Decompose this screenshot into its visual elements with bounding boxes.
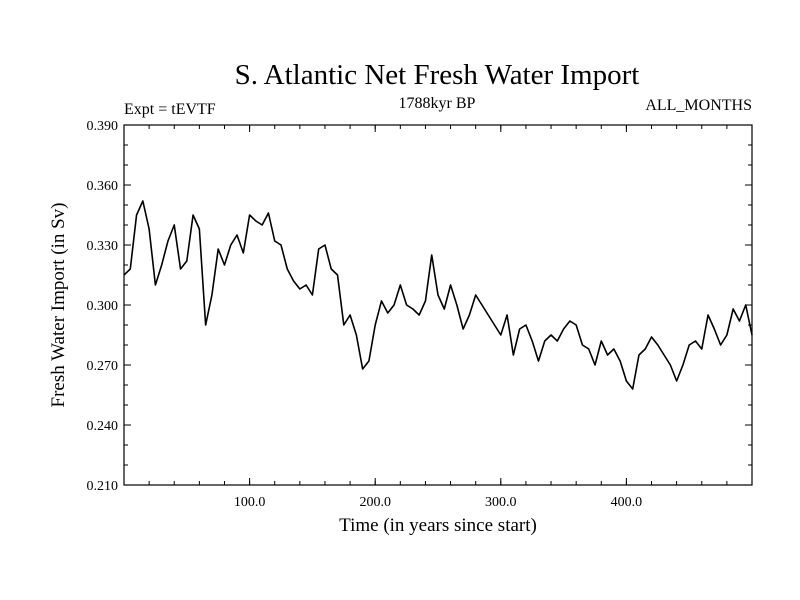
y-tick-label: 0.270	[87, 359, 119, 374]
plot-frame	[123, 124, 753, 486]
x-tick-label: 100.0	[234, 495, 266, 510]
months-label: ALL_MONTHS	[645, 97, 752, 114]
expt-label: Expt = tEVTF	[124, 101, 216, 118]
y-tick-label: 0.210	[87, 479, 119, 494]
y-tick-label: 0.360	[87, 179, 119, 194]
y-tick-label: 0.300	[87, 299, 119, 314]
series-layer	[123, 200, 753, 390]
y-tick-label: 0.390	[87, 119, 119, 134]
x-tick-label: 300.0	[485, 495, 517, 510]
x-tick-label: 200.0	[359, 495, 391, 510]
chart-title: S. Atlantic Net Fresh Water Import	[235, 59, 640, 91]
x-tick-label: 400.0	[611, 495, 643, 510]
y-axis-label: Fresh Water Import (in Sv)	[48, 203, 69, 408]
y-tick-label: 0.330	[87, 239, 119, 254]
x-axis-label: Time (in years since start)	[339, 515, 537, 536]
series-line	[123, 200, 753, 390]
y-tick-label: 0.240	[87, 419, 119, 434]
age-label: 1788kyr BP	[399, 95, 476, 112]
axis-ticks: 0.210 0.240 0.270 0.300 0.330 0.360 0.390 100.0…	[87, 119, 752, 510]
